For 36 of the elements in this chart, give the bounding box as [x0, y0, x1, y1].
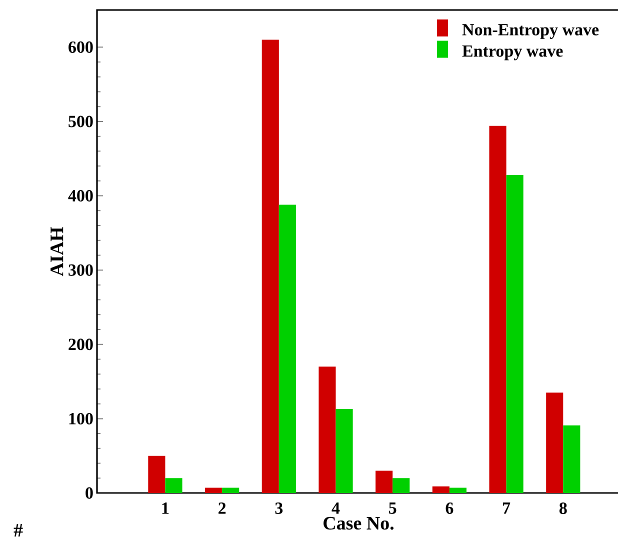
- bar: [449, 488, 467, 493]
- x-tick-label: 7: [503, 502, 510, 514]
- bar: [336, 409, 353, 493]
- legend-label: Non-Entropy wave: [462, 24, 599, 39]
- text: #: [14, 524, 23, 536]
- y-tick-label: 100: [69, 412, 93, 424]
- x-axis-title: Case No.: [324, 516, 394, 530]
- x-tick-label: 4: [332, 502, 340, 514]
- y-tick-label: 600: [68, 41, 93, 53]
- bar: [318, 366, 336, 493]
- bar: [489, 126, 506, 493]
- x-tick-label: 2: [218, 502, 226, 514]
- y-tick-label: 200: [68, 338, 93, 350]
- bar: [376, 470, 393, 493]
- bar: [205, 488, 222, 493]
- bar: [392, 478, 410, 493]
- bar: [148, 456, 166, 493]
- y-tick-label: 500: [68, 116, 93, 128]
- bar: [222, 488, 240, 493]
- x-tick-label: 6: [446, 502, 454, 514]
- bar: [506, 174, 524, 493]
- x-tick-label: 3: [275, 502, 283, 514]
- x-tick-label: 1: [162, 502, 169, 514]
- y-axis-title: AIAH: [50, 227, 64, 276]
- bar: [278, 204, 296, 493]
- legend-label: Entropy wave: [462, 45, 563, 60]
- bar: [432, 486, 450, 493]
- y-tick-label: 300: [68, 264, 93, 276]
- bar: [546, 392, 564, 493]
- y-tick-label: 400: [68, 190, 93, 202]
- bar: [165, 478, 182, 493]
- bar: [262, 40, 279, 493]
- y-tick-label: 0: [86, 487, 93, 499]
- x-tick-label: 8: [559, 502, 567, 514]
- bar: [563, 425, 580, 493]
- x-tick-label: 5: [389, 502, 396, 514]
